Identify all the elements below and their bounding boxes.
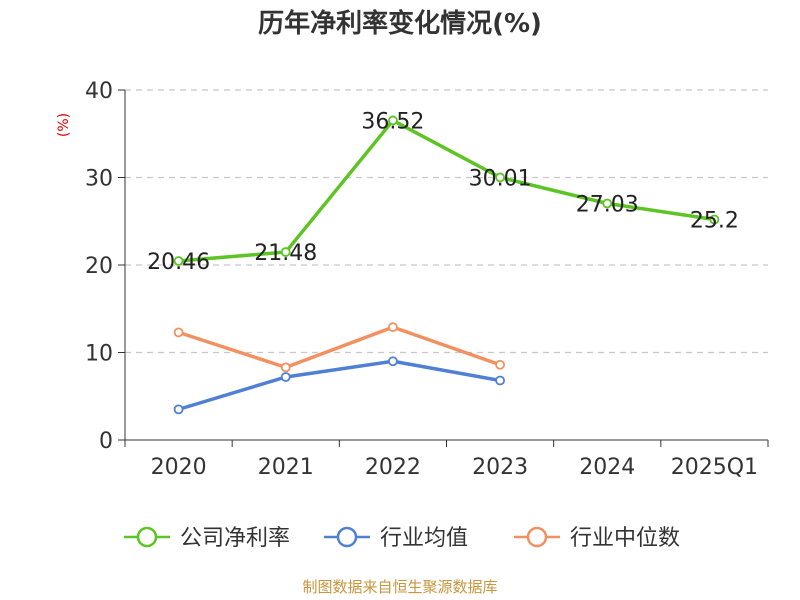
- axes: 0 10 20 30 40 2020 2021 2022 2023 2024 2025Q1: [85, 79, 769, 480]
- gridlines: [125, 89, 768, 354]
- x-tick-label: 2024: [579, 455, 635, 480]
- data-labels: 20.46 21.48 36.52 30.01 27.03 25.2: [147, 109, 739, 275]
- data-label: 25.2: [690, 209, 739, 234]
- y-tick-label: 40: [85, 79, 113, 104]
- legend: 公司净利率 行业均值 行业中位数: [124, 526, 680, 551]
- series-point-0: [173, 256, 184, 266]
- series-point-0: [495, 172, 505, 183]
- x-tick-label: 2020: [151, 455, 207, 480]
- legend-swatch-marker: [336, 526, 358, 548]
- data-label: 36.52: [361, 109, 424, 134]
- series-point-1: [280, 372, 291, 382]
- series-line-2: [178, 325, 501, 370]
- x-tick-label: 2025Q1: [671, 455, 758, 480]
- legend-label: 行业均值: [380, 526, 468, 551]
- y-tick-label: 0: [99, 429, 113, 454]
- x-tick-label: 2023: [472, 455, 528, 480]
- series-point-0: [602, 198, 613, 209]
- source-note: 制图数据来自恒生聚源数据库: [302, 578, 497, 596]
- legend-swatch-marker: [526, 526, 548, 548]
- series-point-2: [495, 359, 505, 370]
- series-point-0: [388, 115, 398, 126]
- series-point-1: [388, 356, 398, 367]
- y-axis-label: (%): [56, 113, 72, 137]
- data-label: 30.01: [469, 166, 532, 191]
- data-label: 21.48: [254, 241, 317, 266]
- series-point-0: [280, 247, 291, 257]
- x-tick-label: 2022: [365, 455, 421, 480]
- series-point-2: [173, 327, 184, 338]
- series-point-1: [173, 404, 184, 415]
- y-tick-label: 20: [85, 254, 113, 279]
- x-tick-label: 2021: [258, 455, 314, 480]
- series-line-0: [178, 118, 715, 263]
- series-line-1: [178, 359, 501, 412]
- chart-title: 历年净利率变化情况(%): [258, 8, 542, 39]
- data-label: 27.03: [576, 192, 639, 217]
- y-tick-label: 10: [85, 342, 113, 367]
- series-point-2: [280, 362, 291, 373]
- series-point-1: [495, 375, 505, 386]
- legend-swatch-marker: [136, 526, 158, 548]
- series-point-2: [388, 322, 398, 333]
- series-point-0: [709, 214, 720, 225]
- legend-label: 公司净利率: [180, 526, 290, 551]
- legend-label: 行业中位数: [570, 526, 680, 551]
- data-label: 20.46: [147, 250, 210, 275]
- y-tick-label: 30: [85, 167, 113, 192]
- series-layer: [173, 115, 720, 415]
